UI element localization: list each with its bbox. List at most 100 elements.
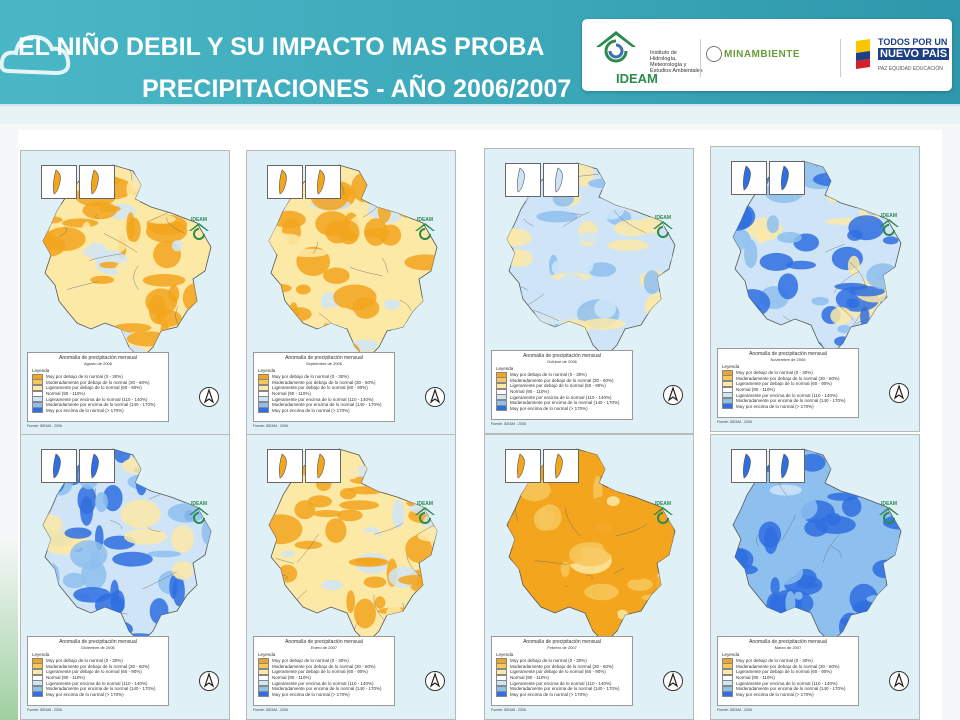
legend-label: Moderadamente por debajo de lo normal (3… [46, 379, 150, 385]
legend-label: Ligeramente por encima de lo normal (110… [736, 392, 838, 398]
anomaly-patch [799, 453, 826, 472]
north-arrow-icon [889, 383, 909, 403]
legend-item: Ligeramente por debajo de lo normal (60 … [722, 380, 858, 387]
anomaly-patch [147, 550, 182, 558]
legend-item: Muy por encima de lo normal (> 170%) [32, 407, 168, 414]
legend-label: Ligeramente por debajo de lo normal (60 … [736, 669, 832, 675]
boundary-line [614, 567, 625, 574]
gov-slogan-line3: PAZ EQUIDAD EDUCACIÓN [878, 66, 943, 72]
map-panel-septiembre-2006: IDEAM Anomalía de precipitación mensual Se… [246, 150, 456, 436]
inset-providencia [543, 449, 579, 483]
map-panel-enero-2007: IDEAM Anomalía de precipitación mensual En… [246, 434, 456, 720]
legend-swatch [722, 657, 733, 664]
legend-swatch [32, 691, 43, 698]
anomaly-patch [606, 496, 620, 507]
legend-swatch [258, 384, 269, 391]
boundary-line [803, 161, 818, 168]
boundary-line [781, 514, 796, 542]
inset-providencia [305, 165, 341, 199]
legend-label: Muy por encima de lo normal (> 170%) [46, 407, 124, 413]
anomaly-patch [882, 236, 899, 245]
ideam-wordmark: IDEAM [616, 71, 658, 86]
boundary-line [297, 533, 319, 563]
boundary-line [565, 507, 581, 537]
map-period: Septiembre de 2006 [305, 361, 343, 366]
legend-label: Ligeramente por encima de lo normal (110… [510, 680, 612, 686]
legend-item: Muy por debajo de lo normal (0 - 30%) [496, 657, 632, 664]
map-period: Marzo de 2007 [774, 645, 802, 650]
boundary-line [59, 225, 67, 237]
boundary-line [103, 233, 138, 253]
boundary-line [148, 527, 161, 532]
legend-label: Muy por debajo de lo normal (0 - 30%) [510, 658, 587, 664]
map-legend: Anomalía de precipitación mensual Agosto … [27, 352, 169, 422]
inset-providencia [769, 449, 805, 483]
anomaly-patch [536, 210, 578, 223]
anomaly-patch [576, 250, 594, 275]
legend-label: Muy por encima de lo normal (> 170%) [46, 691, 124, 697]
anomaly-patch [777, 273, 799, 300]
map-panel-marzo-2007: IDEAM Anomalía de precipitación mensual Ma… [710, 434, 920, 720]
legend-label: Muy por encima de lo normal (> 170%) [510, 691, 588, 697]
anomaly-patch [169, 575, 178, 599]
legend-swatch [32, 685, 43, 692]
ideam-map-logo-icon: IDEAM [413, 217, 437, 245]
legend-swatch [722, 674, 733, 681]
legend-label: Moderadamente por encima de lo normal (1… [510, 400, 620, 406]
legend-item: Normal (90 - 110%) [258, 390, 394, 397]
anomaly-patch [830, 307, 853, 325]
anomaly-patch [524, 544, 535, 560]
anomaly-patch [80, 496, 94, 526]
legend-item: Moderadamente por encima de lo normal (1… [496, 399, 632, 406]
legend-label: Normal (90 - 110%) [46, 391, 85, 397]
anomaly-patch [294, 540, 323, 550]
legend-swatch [258, 685, 269, 692]
anomaly-patch [620, 509, 662, 528]
legend-label: Ligeramente por debajo de lo normal (60 … [510, 383, 606, 389]
legend-label: Muy por encima de lo normal (> 170%) [510, 405, 588, 411]
legend-swatch [32, 663, 43, 670]
anomaly-patch [383, 299, 401, 310]
legend-label: Ligeramente por encima de lo normal (110… [46, 680, 148, 686]
boundary-line [831, 545, 842, 558]
anomaly-patch [507, 226, 517, 247]
boundary-line [142, 571, 177, 590]
anomaly-patch [864, 525, 874, 533]
map-period: Octubre de 2006 [547, 359, 577, 364]
ideam-map-logo-icon: IDEAM [413, 501, 437, 529]
legend-item: Ligeramente por debajo de lo normal (60 … [496, 668, 632, 675]
legend-label: Ligeramente por encima de lo normal (110… [272, 680, 374, 686]
inset-providencia [79, 165, 115, 199]
anomaly-patch [43, 513, 63, 536]
legend-label: Moderadamente por encima de lo normal (1… [272, 402, 382, 408]
legend-swatch [258, 691, 269, 698]
legend-label: Ligeramente por encima de lo normal (110… [736, 680, 838, 686]
ideam-map-logo-icon: IDEAM [877, 501, 901, 529]
anomaly-patch [146, 214, 176, 224]
map-period: Enero de 2007 [310, 645, 338, 650]
legend-swatch [32, 390, 43, 397]
anomaly-patch [142, 274, 186, 287]
anomaly-patch [614, 219, 651, 237]
anomaly-patch [631, 290, 652, 299]
legend-swatch [496, 382, 507, 389]
legend-item: Muy por encima de lo normal (> 170%) [722, 403, 858, 410]
anomaly-patch [120, 499, 161, 529]
legend-label: Ligeramente por encima de lo normal (110… [510, 394, 612, 400]
legend-label: Moderadamente por encima de lo normal (1… [510, 686, 620, 692]
legend-item: Ligeramente por encima de lo normal (110… [722, 392, 858, 399]
boundary-line [849, 261, 866, 289]
map-legend: Anomalía de precipitación mensual Septiem… [253, 352, 395, 422]
map-source: Fuente: IDEAM - 2006 [717, 420, 752, 424]
legend-label: Moderadamente por debajo de lo normal (3… [272, 663, 376, 669]
anomaly-patch [392, 499, 405, 529]
anomaly-patch [602, 530, 629, 556]
inset-san-andres [267, 449, 303, 483]
map-legend: Anomalía de precipitación mensual Noviemb… [717, 348, 859, 418]
anomaly-patch [102, 225, 130, 253]
anomaly-patch [345, 462, 360, 480]
gov-slogan-line1: TODOS POR UN [878, 37, 948, 47]
legend-label: Normal (90 - 110%) [736, 675, 775, 681]
anomaly-patch [758, 521, 782, 548]
anomaly-patch [587, 262, 617, 277]
